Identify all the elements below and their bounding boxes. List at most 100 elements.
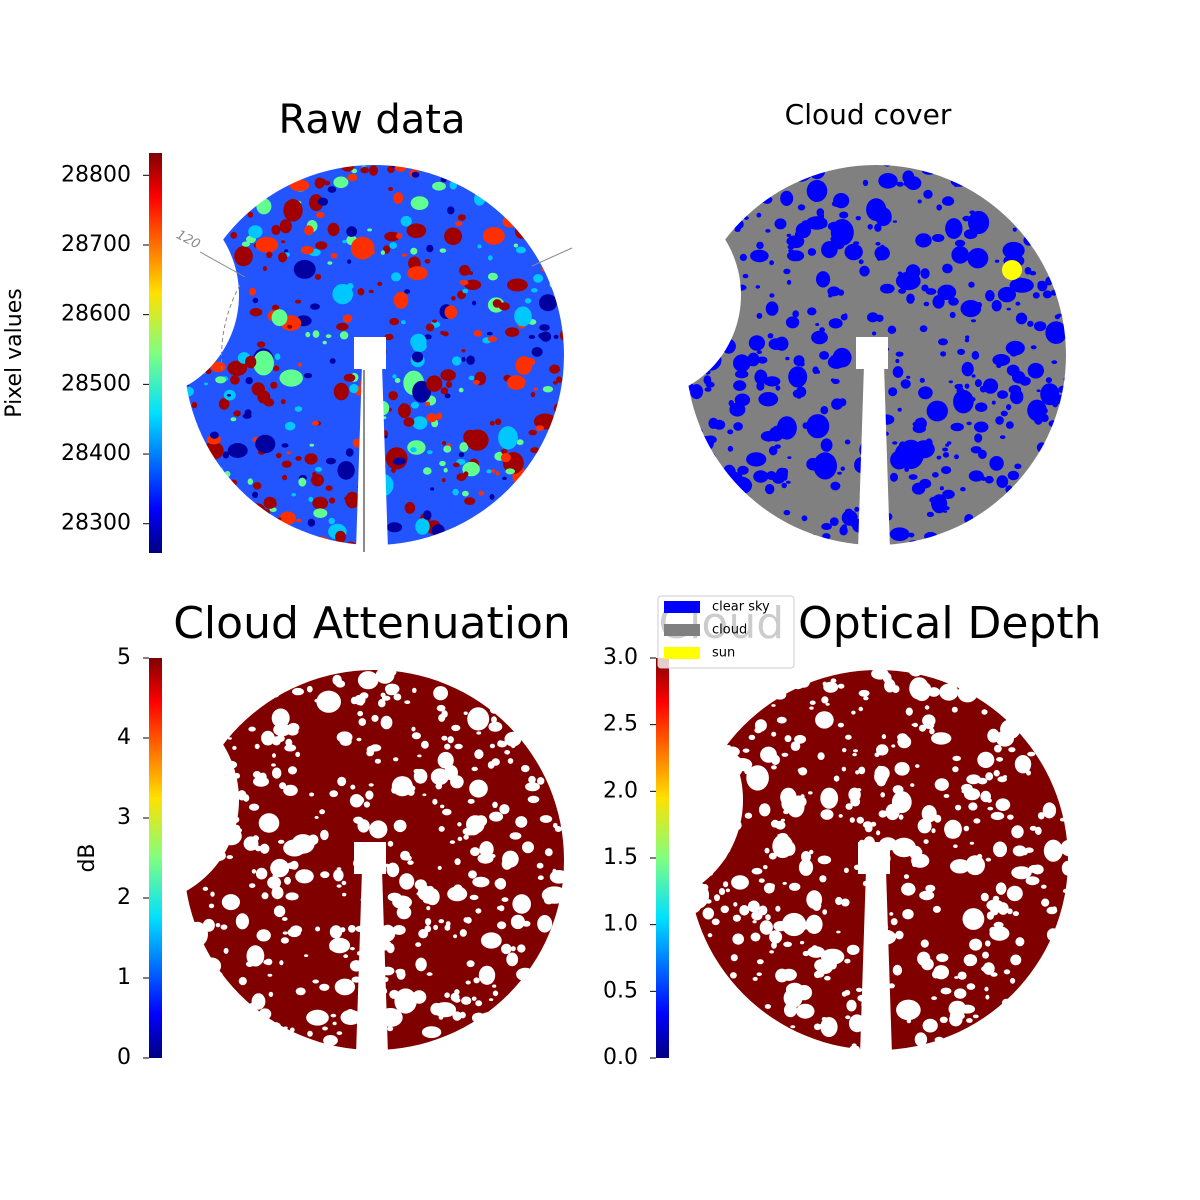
- texture-blob: [724, 471, 743, 483]
- texture-blob: [932, 234, 945, 242]
- texture-blob: [876, 903, 885, 911]
- texture-blob: [835, 896, 843, 906]
- texture-blob: [1005, 485, 1013, 494]
- texture-blob: [477, 244, 482, 249]
- texture-blob: [889, 527, 910, 541]
- texture-blob: [461, 357, 466, 362]
- texture-blob: [844, 439, 851, 445]
- texture-blob: [524, 298, 532, 304]
- texture-blob: [971, 350, 980, 360]
- texture-blob: [767, 333, 774, 339]
- texture-blob: [842, 748, 847, 753]
- texture-blob: [1051, 1010, 1063, 1018]
- texture-blob: [267, 876, 281, 889]
- texture-blob: [210, 305, 216, 311]
- texture-blob: [703, 289, 719, 301]
- texture-blob: [277, 517, 282, 521]
- texture-blob: [451, 296, 456, 301]
- texture-blob: [733, 902, 738, 907]
- texture-blob: [348, 925, 356, 933]
- texture-blob: [261, 730, 275, 746]
- texture-blob: [474, 815, 488, 827]
- texture-blob: [468, 870, 477, 879]
- texture-blob: [440, 387, 449, 395]
- texture-blob: [551, 203, 560, 209]
- texture-blob: [552, 214, 562, 220]
- texture-blob: [684, 898, 702, 914]
- texture-blob: [323, 1035, 338, 1046]
- texture-blob: [213, 205, 228, 220]
- texture-blob: [869, 995, 874, 999]
- texture-blob: [525, 230, 531, 235]
- texture-blob: [459, 279, 469, 286]
- texture-blob: [210, 431, 219, 439]
- texture-blob: [1015, 937, 1025, 947]
- texture-blob: [274, 353, 281, 360]
- texture-blob: [981, 709, 988, 715]
- texture-blob: [820, 809, 834, 820]
- texture-blob: [365, 790, 374, 800]
- texture-blob: [294, 406, 303, 412]
- texture-blob: [894, 762, 910, 776]
- texture-blob: [272, 691, 279, 698]
- texture-blob: [859, 439, 883, 461]
- texture-blob: [1023, 718, 1039, 736]
- texture-blob: [399, 873, 415, 890]
- texture-blob: [203, 680, 227, 704]
- texture-blob: [908, 474, 918, 480]
- texture-blob: [1006, 421, 1014, 429]
- texture-blob: [441, 478, 446, 483]
- texture-blob: [387, 165, 395, 174]
- texture-blob: [440, 176, 447, 183]
- texture-blob: [889, 912, 894, 916]
- texture-blob: [442, 331, 449, 337]
- texture-blob: [734, 227, 741, 232]
- texture-blob: [354, 868, 358, 872]
- texture-blob: [186, 372, 192, 377]
- texture-blob: [693, 283, 702, 293]
- texture-blob: [955, 541, 963, 548]
- texture-blob: [760, 521, 771, 532]
- texture-blob: [1036, 442, 1047, 453]
- texture-blob: [293, 678, 300, 685]
- texture-blob: [843, 867, 849, 873]
- texture-blob: [408, 160, 413, 165]
- texture-blob: [433, 924, 438, 931]
- texture-blob: [313, 540, 333, 558]
- texture-blob: [844, 243, 863, 261]
- texture-blob: [911, 1047, 918, 1052]
- texture-blob: [942, 263, 953, 274]
- texture-blob: [969, 938, 983, 951]
- texture-blob: [332, 283, 353, 305]
- texture-blob: [207, 970, 212, 976]
- texture-blob: [788, 366, 808, 388]
- texture-blob: [501, 943, 512, 955]
- texture-blob: [438, 919, 445, 924]
- texture-blob: [522, 841, 534, 854]
- texture-blob: [896, 999, 921, 1021]
- texture-blob: [1006, 1022, 1019, 1034]
- colorbar-tick-label: 1.5: [603, 845, 638, 870]
- texture-blob: [289, 1027, 295, 1033]
- texture-blob: [311, 670, 320, 677]
- texture-blob: [401, 253, 407, 257]
- texture-blob: [931, 828, 936, 834]
- texture-blob: [955, 1036, 963, 1044]
- colorbar-tick-label: 28500: [61, 371, 131, 396]
- texture-blob: [1062, 888, 1070, 894]
- texture-blob: [205, 368, 212, 375]
- texture-blob: [953, 183, 959, 187]
- texture-blob: [379, 987, 388, 995]
- texture-blob: [559, 328, 575, 342]
- texture-blob: [243, 836, 259, 851]
- texture-blob: [805, 216, 828, 230]
- texture-blob: [966, 774, 981, 785]
- texture-blob: [769, 930, 783, 944]
- texture-blob: [377, 526, 386, 536]
- texture-blob: [1007, 496, 1017, 506]
- texture-blob: [440, 804, 445, 809]
- texture-blob: [193, 443, 200, 450]
- texture-blob: [322, 340, 327, 345]
- texture-blob: [292, 687, 304, 696]
- texture-blob: [253, 350, 274, 376]
